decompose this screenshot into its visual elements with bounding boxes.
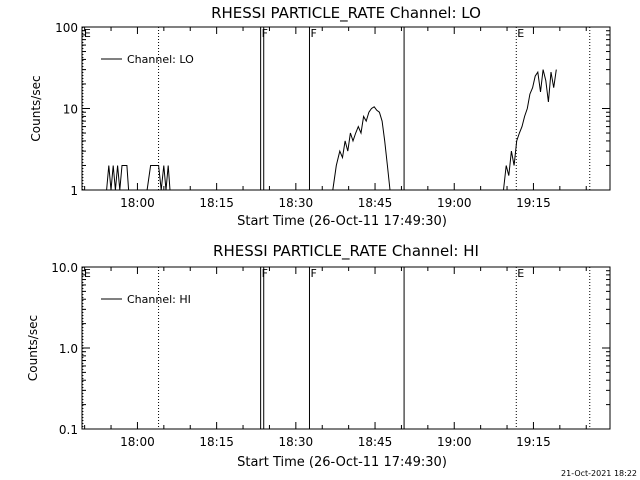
event-marker-label: E — [517, 27, 524, 40]
legend: Channel: LO — [101, 53, 194, 66]
chart-title: RHESSI PARTICLE_RATE Channel: LO — [211, 4, 481, 23]
x-tick-label: 18:30 — [279, 196, 314, 210]
y-axis-label: Counts/sec — [29, 75, 43, 141]
event-marker-label: F — [310, 27, 316, 40]
x-tick-label: 18:00 — [120, 435, 155, 449]
series-line — [503, 69, 557, 191]
series-line — [146, 165, 171, 191]
chart-panel-lo: RHESSI PARTICLE_RATE Channel: LO Start Ti… — [29, 4, 611, 229]
x-tick-label: 18:15 — [199, 196, 234, 210]
legend: Channel: HI — [101, 293, 191, 306]
event-marker-label: E — [84, 27, 91, 40]
event-marker-label: E — [84, 267, 91, 280]
y-tick-label: 10.0 — [51, 261, 78, 275]
chart-title: RHESSI PARTICLE_RATE Channel: HI — [213, 242, 479, 261]
x-axis-label: Start Time (26-Oct-11 17:49:30) — [237, 214, 447, 229]
series-line — [106, 165, 130, 191]
y-axis-label: Counts/sec — [26, 315, 40, 381]
y-tick-label: 10 — [63, 103, 78, 117]
x-tick-label: 18:15 — [199, 435, 234, 449]
event-marker-label: F — [310, 267, 316, 280]
y-tick-label: 0.1 — [59, 423, 78, 437]
x-tick-label: 19:00 — [437, 435, 472, 449]
timestamp-stamp: 21-Oct-2021 18:22 — [561, 469, 637, 478]
y-tick-label: 1 — [70, 184, 78, 198]
event-marker-label: E — [517, 267, 524, 280]
legend-entry: Channel: HI — [127, 293, 191, 306]
x-tick-label: 18:30 — [279, 435, 314, 449]
chart-panel-hi: RHESSI PARTICLE_RATE Channel: HI Start Ti… — [26, 242, 611, 470]
x-tick-label: 18:45 — [358, 435, 393, 449]
x-tick-label: 18:00 — [120, 196, 155, 210]
y-tick-label: 100 — [55, 21, 78, 35]
x-tick-label: 19:00 — [437, 196, 472, 210]
x-tick-label: 19:15 — [516, 435, 551, 449]
event-marker-label: F — [262, 27, 268, 40]
plot-frame — [81, 266, 611, 430]
legend-entry: Channel: LO — [127, 53, 194, 66]
y-tick-label: 1.0 — [59, 342, 78, 356]
series-line — [332, 106, 391, 191]
x-tick-label: 19:15 — [516, 196, 551, 210]
event-marker-label: F — [262, 267, 268, 280]
plot-frame — [81, 26, 611, 191]
x-tick-label: 18:45 — [358, 196, 393, 210]
x-axis-label: Start Time (26-Oct-11 17:49:30) — [237, 455, 447, 470]
